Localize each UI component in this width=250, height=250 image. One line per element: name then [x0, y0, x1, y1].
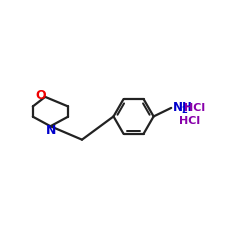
- Text: O: O: [36, 89, 46, 102]
- Text: HCl: HCl: [184, 103, 205, 113]
- Text: NH: NH: [172, 102, 192, 114]
- Text: N: N: [46, 124, 56, 137]
- Text: 2: 2: [181, 106, 187, 114]
- Text: HCl: HCl: [178, 116, 200, 126]
